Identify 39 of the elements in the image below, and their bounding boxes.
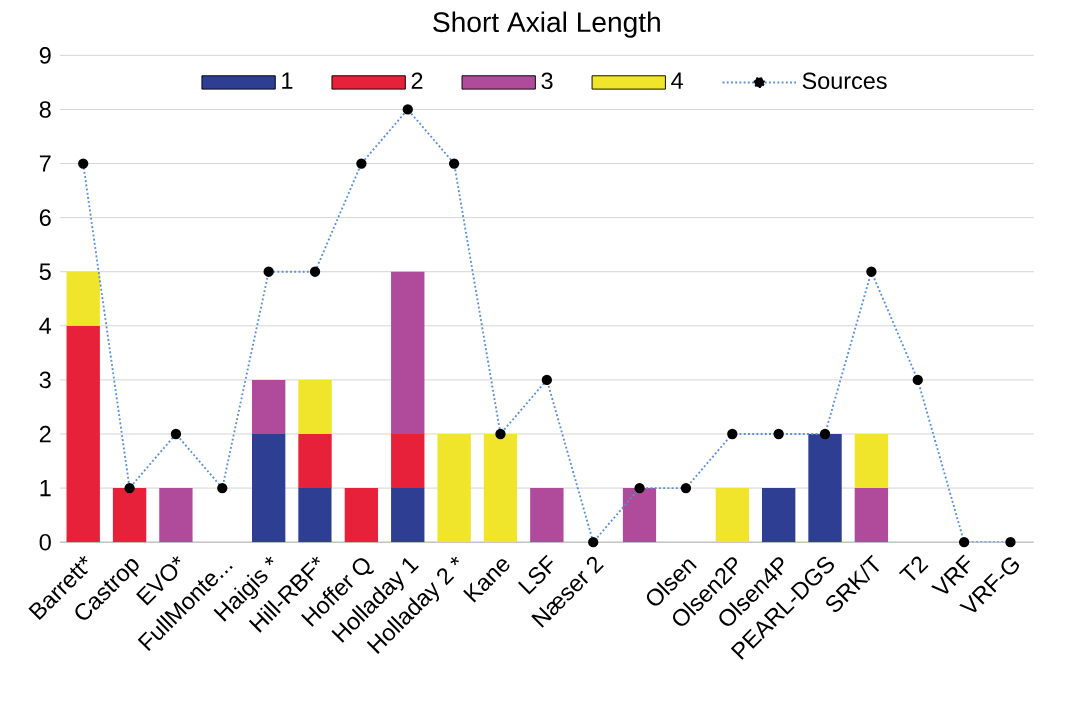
y-tick-label: 5 [39, 263, 51, 280]
legend-label: 2 [411, 72, 423, 89]
y-tick-label: 2 [39, 425, 51, 443]
bar [251, 379, 286, 434]
y-tick-label: 9 [39, 46, 51, 64]
bar [391, 433, 425, 488]
x-tick-label: T2 [898, 556, 929, 581]
legend-label: 3 [541, 72, 553, 89]
y-tick-label: 4 [39, 317, 52, 334]
bar [854, 433, 889, 488]
bar [715, 487, 749, 543]
bar [298, 487, 332, 543]
legend-label: Sources [802, 72, 887, 89]
chart-title: Short Axial Length [433, 11, 660, 38]
y-tick-label: 6 [39, 209, 51, 226]
bar [483, 433, 518, 543]
bar [808, 433, 842, 543]
y-tick-label: 8 [39, 101, 51, 118]
bar [391, 271, 425, 434]
bar [298, 433, 332, 488]
bar [437, 433, 471, 543]
y-tick-label: 3 [39, 371, 51, 389]
bar [344, 487, 379, 543]
y-tick-label: 7 [39, 155, 51, 172]
bar [622, 487, 657, 543]
legend-label: 4 [671, 72, 683, 89]
y-tick-label: 1 [40, 479, 51, 497]
bar [159, 487, 193, 543]
bar [298, 379, 332, 434]
y-tick-label: 0 [39, 533, 51, 551]
bar [66, 271, 100, 326]
bar [530, 487, 564, 543]
bar [854, 487, 889, 543]
bar [391, 487, 425, 543]
bar [112, 487, 147, 543]
bar [761, 487, 796, 543]
legend-label: 1 [282, 72, 293, 89]
bar [251, 433, 286, 543]
bar [66, 325, 100, 543]
